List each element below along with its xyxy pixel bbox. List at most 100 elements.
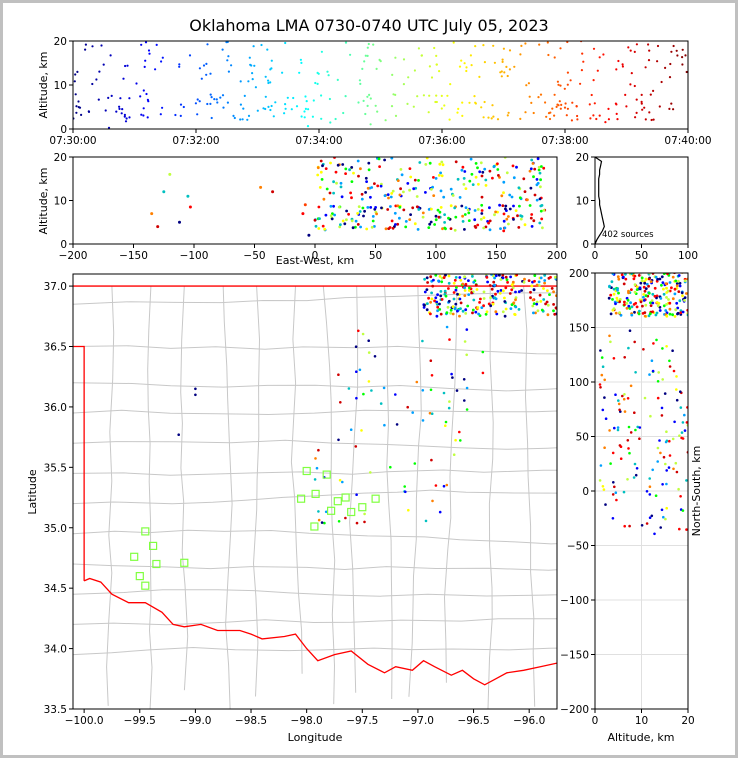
source-point bbox=[662, 292, 666, 296]
source-point bbox=[142, 107, 145, 110]
source-point bbox=[337, 438, 340, 442]
source-point bbox=[317, 518, 321, 522]
source-point bbox=[270, 104, 273, 108]
y-tick-label: 34.5 bbox=[44, 583, 67, 595]
source-point bbox=[313, 218, 317, 222]
source-point bbox=[442, 391, 446, 395]
source-point bbox=[493, 283, 496, 287]
source-point bbox=[363, 520, 366, 524]
source-point bbox=[284, 103, 287, 106]
source-point bbox=[339, 185, 343, 189]
source-point bbox=[362, 99, 365, 102]
source-point bbox=[384, 119, 387, 122]
source-point bbox=[643, 314, 647, 318]
source-point bbox=[637, 312, 641, 316]
source-point bbox=[619, 457, 623, 461]
source-point bbox=[674, 279, 678, 283]
source-point bbox=[363, 512, 366, 516]
source-point bbox=[571, 101, 574, 104]
source-point bbox=[613, 426, 616, 430]
plan-view-panel: −100.0 −99.5 −99.0 −98.5 −98.0 −97.5 −97.0 −96.… bbox=[26, 273, 558, 744]
source-point bbox=[617, 291, 620, 295]
source-point bbox=[493, 61, 496, 64]
source-point bbox=[668, 365, 672, 368]
source-point bbox=[407, 76, 410, 79]
source-point bbox=[256, 109, 259, 112]
source-point bbox=[493, 276, 496, 280]
source-point bbox=[435, 300, 439, 304]
source-point bbox=[162, 190, 166, 194]
source-point bbox=[375, 67, 378, 70]
source-point bbox=[520, 44, 523, 48]
source-point bbox=[77, 100, 80, 103]
source-point bbox=[668, 107, 671, 110]
source-point bbox=[370, 389, 373, 392]
source-point bbox=[253, 64, 256, 67]
source-point bbox=[484, 225, 488, 229]
source-point bbox=[427, 208, 431, 211]
source-point bbox=[629, 301, 632, 305]
source-point bbox=[633, 283, 637, 287]
source-point bbox=[476, 166, 479, 170]
source-point bbox=[647, 314, 651, 318]
source-point bbox=[500, 75, 503, 78]
source-point bbox=[637, 274, 641, 277]
source-point bbox=[506, 114, 509, 117]
source-point bbox=[645, 282, 649, 286]
source-point bbox=[373, 225, 376, 228]
source-point bbox=[514, 290, 517, 294]
source-point bbox=[423, 277, 426, 281]
source-point bbox=[676, 54, 679, 57]
source-point bbox=[488, 228, 492, 232]
source-point bbox=[461, 214, 464, 218]
station-marker bbox=[297, 494, 306, 503]
source-point bbox=[303, 110, 306, 113]
source-point bbox=[281, 71, 284, 74]
source-point bbox=[536, 157, 540, 161]
source-point bbox=[329, 204, 333, 208]
source-point bbox=[456, 111, 459, 114]
source-point bbox=[369, 195, 372, 199]
source-point bbox=[476, 223, 480, 227]
source-point bbox=[440, 280, 444, 284]
lma-stations bbox=[130, 466, 380, 590]
source-point bbox=[239, 80, 242, 83]
station-marker bbox=[371, 494, 380, 503]
source-point bbox=[503, 314, 507, 318]
source-point bbox=[194, 387, 197, 391]
source-point bbox=[553, 312, 557, 316]
source-point bbox=[512, 204, 515, 208]
source-point bbox=[124, 64, 127, 68]
source-point bbox=[344, 41, 348, 44]
source-point bbox=[243, 94, 246, 97]
source-point bbox=[344, 167, 348, 171]
source-point bbox=[623, 303, 626, 306]
source-point bbox=[146, 116, 149, 119]
source-point bbox=[675, 49, 678, 52]
source-point bbox=[494, 210, 497, 214]
source-point bbox=[630, 313, 634, 317]
source-point bbox=[480, 106, 483, 109]
source-point bbox=[179, 114, 182, 117]
source-point bbox=[627, 447, 630, 450]
source-point bbox=[267, 79, 270, 82]
latitude-label: Latitude bbox=[26, 469, 39, 515]
source-point bbox=[118, 105, 121, 108]
source-point bbox=[529, 216, 533, 220]
source-point bbox=[512, 176, 516, 180]
state-boundary-west bbox=[73, 345, 85, 581]
station-marker bbox=[310, 522, 319, 531]
x-tick-label: 07:30:00 bbox=[49, 135, 96, 147]
source-point bbox=[560, 103, 563, 106]
source-point bbox=[618, 311, 621, 315]
source-point bbox=[447, 274, 451, 278]
source-point bbox=[386, 208, 390, 211]
source-point bbox=[528, 204, 532, 207]
source-point bbox=[660, 80, 663, 84]
source-point bbox=[470, 172, 474, 176]
source-point bbox=[144, 41, 148, 44]
longitude-label: Longitude bbox=[288, 731, 343, 744]
source-point bbox=[438, 302, 441, 306]
source-point bbox=[617, 399, 620, 402]
source-point bbox=[433, 223, 436, 226]
